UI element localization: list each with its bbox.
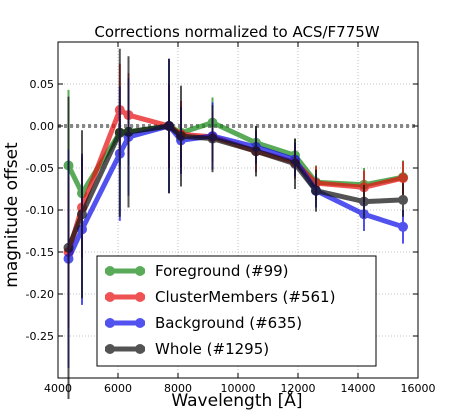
data-point bbox=[77, 209, 87, 220]
data-point bbox=[290, 158, 300, 169]
legend-swatch bbox=[105, 344, 145, 354]
data-point bbox=[114, 127, 125, 138]
x-tick-label: 10000 bbox=[221, 382, 256, 395]
x-axis-label: Wavelength [Å] bbox=[171, 389, 302, 411]
legend-swatch-marker bbox=[135, 344, 145, 354]
legend-swatch-marker bbox=[105, 318, 115, 328]
y-tick-label: 0.00 bbox=[30, 120, 55, 133]
legend-swatch-marker bbox=[105, 266, 115, 276]
x-tick-label: 14000 bbox=[341, 382, 376, 395]
legend-swatch-marker bbox=[135, 266, 145, 276]
data-point bbox=[207, 133, 218, 144]
legend-swatch bbox=[105, 318, 145, 328]
x-tick-label: 8000 bbox=[164, 382, 192, 395]
legend-entry-label: ClusterMembers (#561) bbox=[155, 288, 335, 306]
legend-swatch-marker bbox=[105, 292, 115, 302]
y-tick-label: 0.05 bbox=[30, 78, 55, 91]
legend-swatch-marker bbox=[135, 318, 145, 328]
legend-swatch bbox=[105, 266, 145, 276]
data-point bbox=[176, 131, 186, 142]
legend-entry-label: Foreground (#99) bbox=[155, 262, 289, 280]
y-tick-label: -0.15 bbox=[26, 246, 54, 259]
data-layer bbox=[63, 48, 408, 399]
data-point bbox=[398, 173, 408, 184]
legend: Foreground (#99) ClusterMembers (#561) Bac… bbox=[96, 255, 377, 367]
legend-entry-label: Whole (#1295) bbox=[155, 340, 269, 358]
legend-swatch bbox=[105, 292, 145, 302]
y-tick-label: -0.20 bbox=[26, 288, 54, 301]
x-tick-label: 4000 bbox=[44, 382, 72, 395]
legend-swatch-marker bbox=[105, 344, 115, 354]
data-point bbox=[123, 126, 134, 137]
legend-swatch-marker bbox=[135, 292, 145, 302]
y-tick-label: -0.10 bbox=[26, 204, 54, 217]
data-point bbox=[311, 185, 321, 196]
data-point bbox=[359, 196, 369, 207]
y-axis-label: magnitude offset bbox=[2, 142, 22, 288]
data-point bbox=[251, 146, 261, 157]
chart-title: Corrections normalized to ACS/F775W bbox=[94, 23, 379, 41]
data-point bbox=[63, 242, 74, 253]
legend-entry-label: Background (#635) bbox=[155, 314, 302, 332]
series-group bbox=[63, 48, 408, 399]
x-tick-label: 12000 bbox=[281, 382, 316, 395]
data-point bbox=[164, 121, 174, 131]
data-point bbox=[398, 194, 408, 205]
series-line bbox=[66, 123, 404, 249]
y-tick-label: -0.25 bbox=[26, 330, 54, 343]
ticks: 4000 6000 8000 10000 12000 14000 16000 -0.25 -0.… bbox=[26, 42, 436, 395]
data-point bbox=[398, 221, 408, 232]
x-tick-label: 6000 bbox=[104, 382, 132, 395]
y-tick-label: -0.05 bbox=[26, 162, 54, 175]
x-tick-label: 16000 bbox=[401, 382, 436, 395]
